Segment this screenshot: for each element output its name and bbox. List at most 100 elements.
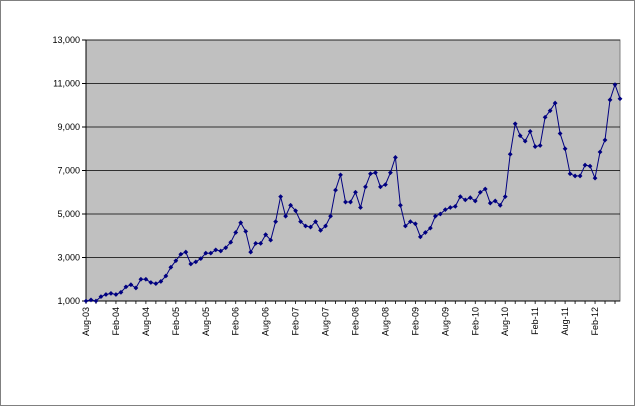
- data-point: [143, 276, 149, 282]
- data-point: [477, 189, 483, 195]
- data-point: [547, 108, 553, 114]
- data-point: [348, 199, 353, 205]
- data-point: [562, 146, 568, 152]
- x-tick-label: Aug-03: [81, 307, 91, 336]
- data-point: [293, 208, 299, 214]
- data-point: [123, 284, 129, 290]
- data-point: [557, 131, 563, 136]
- y-tick-label: 13,000: [52, 35, 80, 45]
- data-point: [587, 163, 593, 169]
- data-point: [378, 184, 383, 190]
- x-tick-label: Feb-12: [590, 307, 600, 336]
- y-tick-label: 7,000: [57, 166, 80, 176]
- data-point: [203, 250, 209, 256]
- data-point: [403, 223, 408, 229]
- data-point: [582, 162, 588, 168]
- data-point: [427, 225, 433, 231]
- data-point: [108, 290, 114, 296]
- data-point: [437, 211, 443, 217]
- data-point: [198, 256, 204, 261]
- data-point: [158, 279, 164, 284]
- data-point: [138, 276, 144, 282]
- data-point: [328, 213, 333, 219]
- data-point: [552, 100, 558, 106]
- data-point: [442, 207, 448, 213]
- data-point: [368, 171, 373, 177]
- data-point: [393, 155, 398, 160]
- data-point: [333, 187, 338, 193]
- data-point: [502, 194, 508, 199]
- data-point: [602, 137, 608, 143]
- x-tick-label: Feb-11: [530, 307, 540, 335]
- data-point: [577, 173, 583, 179]
- data-point: [522, 138, 528, 144]
- series-layer: [83, 82, 623, 304]
- data-point: [193, 259, 199, 265]
- y-tick-label: 5,000: [57, 209, 80, 219]
- data-point: [447, 205, 453, 210]
- data-point: [467, 195, 473, 201]
- data-point: [497, 202, 503, 208]
- data-point: [283, 213, 289, 219]
- data-point: [532, 144, 538, 149]
- data-point: [113, 292, 119, 297]
- data-point: [507, 151, 513, 157]
- data-point: [308, 224, 313, 230]
- y-tick-label: 9,000: [57, 122, 80, 132]
- y-tick-label: 1,000: [57, 296, 80, 306]
- data-point: [407, 219, 413, 225]
- data-point: [133, 285, 139, 291]
- data-point: [592, 175, 598, 181]
- x-tick-label: Feb-07: [291, 307, 301, 336]
- data-point: [432, 213, 438, 219]
- data-point: [103, 292, 109, 297]
- data-point: [233, 230, 239, 235]
- data-point: [248, 249, 254, 255]
- data-point: [88, 297, 94, 303]
- data-point: [298, 219, 303, 225]
- x-tick-label: Feb-06: [231, 307, 241, 336]
- data-point: [572, 173, 578, 179]
- data-point: [612, 82, 618, 87]
- data-point: [388, 170, 393, 176]
- data-point: [253, 240, 259, 246]
- x-tick-label: Feb-09: [410, 307, 420, 336]
- data-point: [318, 227, 323, 233]
- data-point: [607, 97, 613, 103]
- data-point: [338, 172, 343, 178]
- data-point: [178, 251, 184, 257]
- data-point: [268, 237, 274, 243]
- y-tick-label: 3,000: [57, 253, 80, 263]
- x-tick-label: Aug-09: [440, 307, 450, 336]
- data-point: [353, 189, 358, 195]
- data-point: [492, 198, 498, 204]
- x-tick-label: Feb-05: [171, 307, 181, 336]
- data-point: [417, 234, 423, 240]
- data-point: [153, 281, 159, 286]
- data-point: [128, 282, 134, 288]
- data-point: [373, 170, 378, 176]
- data-point: [527, 128, 533, 134]
- data-point: [243, 229, 249, 234]
- x-axis: Aug-03 Feb-04 Aug-04 Feb-05 Aug-05 Feb-06 Aug-…: [81, 300, 620, 336]
- data-point: [148, 280, 154, 285]
- x-tick-label: Aug-08: [380, 307, 390, 336]
- x-tick-label: Feb-04: [111, 307, 121, 336]
- data-point: [183, 249, 189, 255]
- x-tick-label: Aug-07: [321, 307, 331, 336]
- data-point: [517, 133, 523, 139]
- data-point: [597, 149, 603, 155]
- data-point: [98, 294, 104, 300]
- data-point: [343, 199, 348, 205]
- data-point: [567, 171, 573, 177]
- data-point: [487, 200, 493, 206]
- data-point: [363, 184, 368, 190]
- x-tick-label: Feb-10: [470, 307, 480, 336]
- data-point: [452, 203, 458, 209]
- data-point: [482, 186, 488, 192]
- data-point: [188, 261, 194, 267]
- data-point: [422, 230, 428, 235]
- data-point: [303, 223, 308, 229]
- data-point: [118, 289, 124, 295]
- x-tick-label: Feb-08: [350, 307, 360, 336]
